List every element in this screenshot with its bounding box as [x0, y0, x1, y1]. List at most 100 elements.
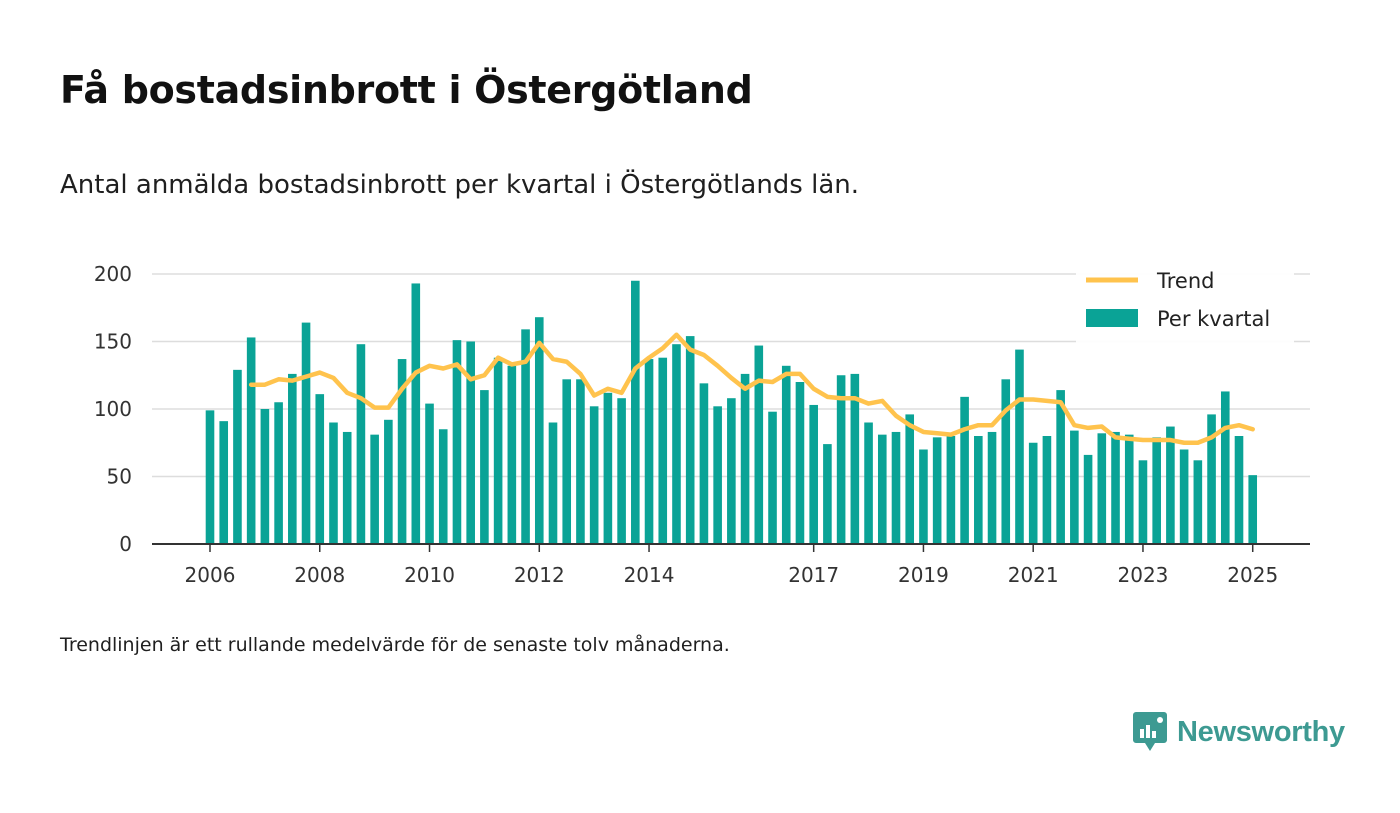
bar [1234, 436, 1244, 544]
bar [727, 398, 736, 544]
bar [1138, 460, 1148, 544]
bar [562, 379, 572, 544]
bar [1193, 460, 1203, 544]
bar [644, 359, 654, 544]
bar [658, 357, 668, 544]
bar [425, 403, 434, 544]
bar [877, 434, 887, 544]
bar [685, 336, 695, 544]
chart-title: Få bostadsinbrott i Östergötland [60, 68, 753, 112]
bar [960, 396, 969, 544]
x-tick-label-2025: 2025 [1227, 563, 1278, 587]
bar [493, 357, 503, 544]
bar [507, 365, 517, 544]
x-tick-label-2019: 2019 [898, 563, 949, 587]
bar [1166, 426, 1175, 544]
y-tick-label-150: 150 [94, 330, 132, 354]
bar [205, 410, 215, 544]
bar [1097, 433, 1107, 544]
bar [768, 411, 777, 544]
bar [850, 373, 860, 544]
bar [1179, 449, 1189, 544]
x-tick-label-2021: 2021 [1008, 563, 1059, 587]
legend-trend-label: Trend [1156, 269, 1214, 293]
bar [384, 419, 393, 544]
bar [301, 322, 311, 544]
bar [370, 434, 379, 544]
bar [1111, 431, 1120, 544]
newsworthy-logo[interactable]: Newsworthy [1133, 712, 1345, 752]
x-axis-ticks: 2006 2008 2010 2012 2014 2017 2019 2021 2023 2025 [185, 544, 1278, 587]
bar [1056, 390, 1065, 544]
bar [329, 422, 338, 544]
y-tick-label-50: 50 [107, 465, 132, 489]
bar [809, 404, 818, 544]
x-tick-label-2012: 2012 [514, 563, 565, 587]
bar [534, 317, 544, 544]
bar [919, 449, 928, 544]
bar [1028, 442, 1038, 544]
bar [521, 329, 530, 544]
bar [1001, 379, 1011, 544]
y-tick-label-100: 100 [94, 397, 132, 421]
bar [1220, 391, 1230, 544]
chart-subtitle: Antal anmälda bostadsinbrott per kvartal… [60, 170, 860, 200]
bar-series [205, 280, 1258, 544]
bar [1083, 454, 1093, 544]
bar [617, 398, 626, 544]
bar [905, 414, 915, 544]
y-tick-label-0: 0 [119, 532, 132, 556]
bar [823, 444, 832, 544]
x-tick-label-2023: 2023 [1118, 563, 1169, 587]
bar [1152, 437, 1161, 544]
bar [1248, 475, 1258, 544]
bar [589, 406, 599, 544]
bar [836, 375, 846, 544]
bar [932, 437, 942, 544]
bar [1124, 434, 1134, 544]
bar [315, 394, 325, 544]
bar [603, 392, 613, 544]
bar [274, 402, 283, 544]
bar [631, 280, 640, 544]
bar [219, 421, 229, 544]
bar [397, 359, 407, 544]
bar [891, 431, 901, 544]
bar [480, 390, 489, 544]
bar [946, 436, 956, 544]
bar [411, 283, 421, 544]
bar [713, 406, 722, 544]
bar [1070, 430, 1079, 544]
x-tick-label-2017: 2017 [788, 563, 839, 587]
legend-bar-swatch [1086, 309, 1138, 327]
bar [699, 383, 709, 544]
bar [452, 340, 462, 544]
y-axis-tick-labels: 0 50 100 150 200 [94, 262, 132, 556]
bar [356, 344, 366, 544]
bar [576, 379, 585, 544]
bar [1207, 414, 1216, 544]
bar [260, 409, 270, 544]
bar [438, 429, 448, 544]
bar [864, 422, 873, 544]
bar [672, 344, 681, 544]
bar [754, 345, 764, 544]
trend-line [248, 332, 1255, 445]
bar [342, 431, 352, 544]
bar [246, 337, 256, 544]
legend: Trend Per kvartal [1076, 264, 1294, 346]
footnote: Trendlinjen är ett rullande medelvärde f… [60, 634, 730, 656]
bar [1015, 349, 1024, 544]
y-tick-label-200: 200 [94, 262, 132, 286]
bar [795, 382, 805, 544]
bar [466, 341, 475, 544]
bar-line-chart: 0 50 100 150 200 2006 2008 2010 2012 2014 2017 201… [94, 262, 1310, 587]
bar [781, 365, 791, 544]
newsworthy-logo-icon [1133, 712, 1167, 751]
x-tick-label-2008: 2008 [294, 563, 345, 587]
brand-name: Newsworthy [1177, 715, 1345, 748]
bar [548, 422, 558, 544]
x-tick-label-2006: 2006 [185, 563, 236, 587]
bar [233, 369, 242, 544]
bar [1042, 436, 1052, 544]
